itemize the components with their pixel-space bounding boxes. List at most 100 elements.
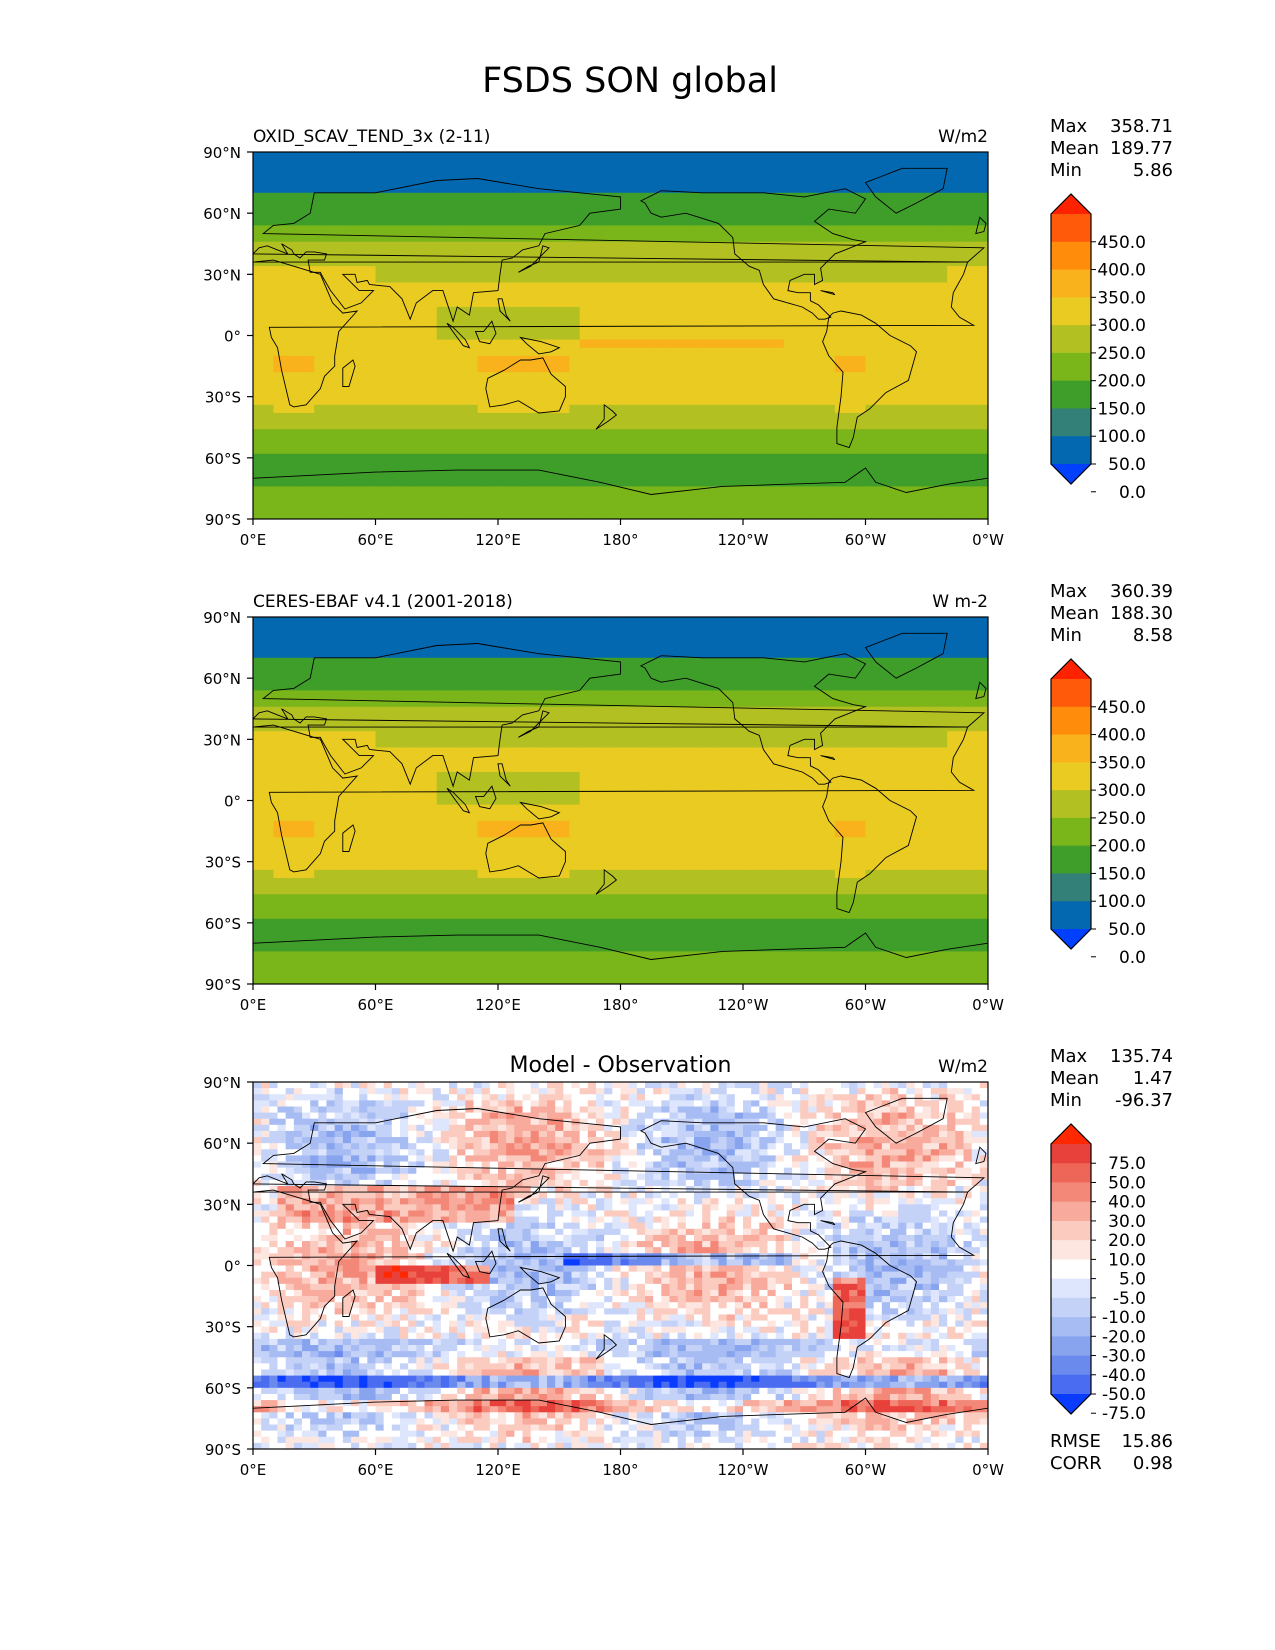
colorbar-label: 400.0 [1097,726,1146,746]
panel-units: W m-2 [932,592,988,612]
stat-label: CORR [1050,1453,1102,1474]
colorbar-label: -50.0 [1102,1385,1146,1405]
panel-model: OXID_SCAV_TEND_3x (2-11) W/m2 90°N 60°N 30°N… [203,116,1173,549]
panel-obs: CERES-EBAF v4.1 (2001-2018) W m-2 90°N 60°N… [203,581,1173,1014]
lon-tick-label: 0°W [972,996,1004,1014]
lon-tick-label: 180° [602,531,638,549]
colorbar-label: 150.0 [1097,864,1146,884]
panel-diff: Model - Observation W/m2 90°N 60°N 30°N 0° 30°… [203,1046,1173,1479]
lon-tick-label: 120°W [718,531,769,549]
panel-title: OXID_SCAV_TEND_3x (2-11) [253,127,490,147]
coastlines [253,167,988,519]
stat-label: Mean [1050,138,1099,159]
colorbar-label: 0.0 [1119,483,1146,503]
stat-label: Mean [1050,1068,1099,1089]
lat-tick-label: 0° [224,793,241,811]
lon-tick-label: 0°E [240,1461,267,1479]
colorbar-label: 50.0 [1108,455,1146,475]
stat-value: 15.86 [1121,1431,1173,1452]
lat-tick-label: 30°N [203,731,241,749]
colorbar-label: 100.0 [1097,892,1146,912]
colorbar-label: 250.0 [1097,344,1146,364]
colorbar-label: -40.0 [1102,1366,1146,1386]
colorbar-label: 100.0 [1097,427,1146,447]
lat-tick-label: 90°S [205,1441,241,1459]
panel-title: CERES-EBAF v4.1 (2001-2018) [253,592,513,612]
lon-tick-label: 60°W [845,531,887,549]
lat-tick-label: 30°N [203,1196,241,1214]
coastlines [253,632,988,984]
stat-value: 1.47 [1133,1068,1173,1089]
stat-label: RMSE [1050,1431,1101,1452]
lat-tick-label: 60°S [205,450,241,468]
lat-tick-label: 30°S [205,854,241,872]
colorbar-label: 300.0 [1097,781,1146,801]
stat-label: Max [1050,1046,1088,1067]
colorbar: 75.050.040.030.020.010.05.0-5.0-10.0-20.… [1050,1123,1146,1424]
colorbar-label: 40.0 [1108,1193,1146,1213]
lat-tick-label: 30°N [203,266,241,284]
stat-label: Mean [1050,603,1099,624]
colorbar-label: -75.0 [1102,1404,1146,1424]
stat-label: Max [1050,116,1088,137]
colorbar-label: 5.0 [1119,1270,1146,1290]
stat-value: 188.30 [1110,603,1173,624]
lat-tick-label: 90°N [203,1074,241,1092]
colorbar-label: 450.0 [1097,233,1146,253]
colorbar-label: 30.0 [1108,1212,1146,1232]
lon-tick-label: 60°E [357,531,393,549]
lat-tick-label: 60°N [203,1135,241,1153]
lat-tick-label: 30°S [205,389,241,407]
colorbar-label: 350.0 [1097,753,1146,773]
lat-tick-label: 30°S [205,1319,241,1337]
lon-tick-label: 0°W [972,531,1004,549]
figure-title: FSDS SON global [482,61,778,101]
map-field [253,1082,988,1449]
lat-tick-label: 90°N [203,144,241,162]
lon-tick-label: 0°E [240,996,267,1014]
colorbar-label: 300.0 [1097,316,1146,336]
stat-value: 358.71 [1110,116,1173,137]
lon-tick-label: 60°W [845,1461,887,1479]
colorbar-label: 150.0 [1097,399,1146,419]
coastlines [253,1097,988,1449]
stat-value: 189.77 [1110,138,1173,159]
lon-tick-label: 180° [602,996,638,1014]
lon-tick-label: 0°W [972,1461,1004,1479]
colorbar: 450.0 400.0 350.0 300.0 250.0 200.0 150.0 100.0… [1050,658,1146,968]
stat-value: -96.37 [1115,1090,1173,1111]
colorbar-label: -20.0 [1102,1327,1146,1347]
lon-tick-label: 0°E [240,531,267,549]
colorbar-label: 200.0 [1097,837,1146,857]
lon-tick-label: 120°E [475,531,521,549]
colorbar-label: -30.0 [1102,1347,1146,1367]
panel-title: Model - Observation [510,1053,732,1078]
colorbar-label: 400.0 [1097,261,1146,281]
lat-tick-label: 60°N [203,205,241,223]
colorbar-label: 0.0 [1119,948,1146,968]
lon-tick-label: 60°W [845,996,887,1014]
colorbar-label: 10.0 [1108,1250,1146,1270]
stat-value: 0.98 [1133,1453,1173,1474]
lon-tick-label: 120°E [475,996,521,1014]
colorbar-label: 450.0 [1097,698,1146,718]
map-field [253,617,988,984]
lat-tick-label: 60°S [205,915,241,933]
stat-value: 5.86 [1133,160,1173,181]
map-field [253,152,988,519]
lat-tick-label: 90°S [205,511,241,529]
lat-tick-label: 60°S [205,1380,241,1398]
lat-tick-label: 90°N [203,609,241,627]
lat-tick-label: 60°N [203,670,241,688]
stat-label: Min [1050,1090,1082,1111]
colorbar: 450.0 400.0 350.0 300.0 250.0 200.0 150.0 100.0… [1050,193,1146,503]
colorbar-label: -10.0 [1102,1308,1146,1328]
colorbar-label: 200.0 [1097,372,1146,392]
lon-tick-label: 60°E [357,996,393,1014]
stat-label: Min [1050,625,1082,646]
lon-tick-label: 120°W [718,1461,769,1479]
lat-tick-label: 0° [224,328,241,346]
colorbar-label: 50.0 [1108,920,1146,940]
colorbar-label: 350.0 [1097,288,1146,308]
stat-label: Min [1050,160,1082,181]
